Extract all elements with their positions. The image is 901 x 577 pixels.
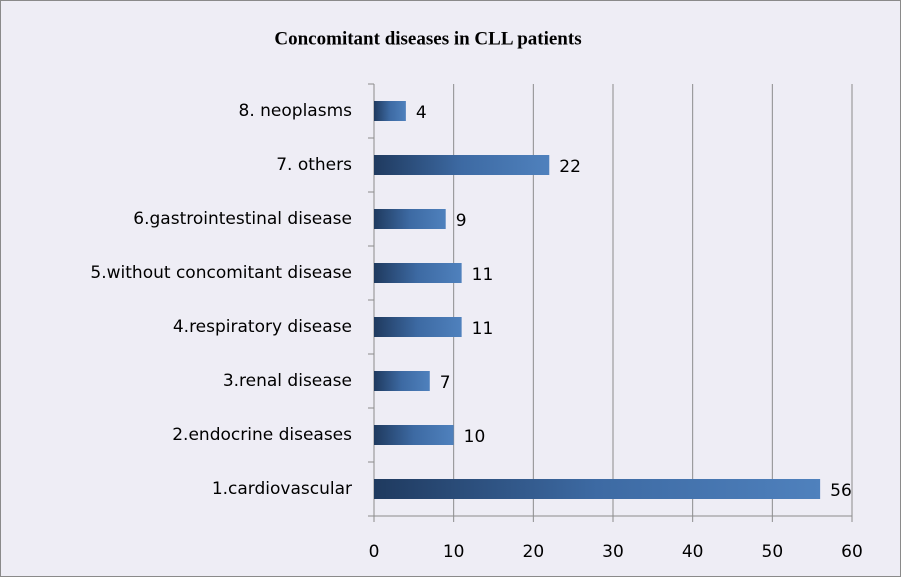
x-tick-label: 0: [369, 542, 380, 562]
value-label: 10: [464, 427, 486, 447]
y-tick-label: 4.respiratory disease: [173, 317, 352, 337]
y-tick-label: 2.endocrine diseases: [172, 425, 352, 445]
value-label: 9: [456, 211, 467, 231]
value-label: 11: [472, 319, 494, 339]
x-tick-label: 20: [523, 542, 545, 562]
bar: [374, 371, 430, 391]
bar: [374, 263, 462, 283]
x-tick-label: 40: [682, 542, 704, 562]
bar: [374, 155, 550, 175]
y-tick-label: 1.cardiovascular: [212, 479, 352, 499]
bar: [374, 425, 454, 445]
y-tick-label: 8. neoplasms: [239, 101, 353, 121]
value-label: 11: [472, 265, 494, 285]
chart-title: Concomitant diseases in CLL patients: [274, 28, 581, 49]
y-tick-label: 5.without concomitant disease: [90, 263, 352, 283]
x-tick-label: 60: [841, 542, 863, 562]
bar: [374, 479, 821, 499]
bar: [374, 209, 446, 229]
bar: [374, 101, 406, 121]
value-label: 56: [830, 481, 852, 501]
x-tick-label: 10: [443, 542, 465, 562]
value-label: 7: [440, 373, 451, 393]
value-label: 22: [559, 157, 581, 177]
y-tick-label: 7. others: [276, 155, 352, 175]
y-tick-label: 6.gastrointestinal disease: [133, 209, 352, 229]
x-tick-label: 30: [602, 542, 624, 562]
y-tick-label: 3.renal disease: [223, 371, 352, 391]
bar: [374, 317, 462, 337]
value-label: 4: [416, 103, 427, 123]
x-tick-label: 50: [762, 542, 784, 562]
